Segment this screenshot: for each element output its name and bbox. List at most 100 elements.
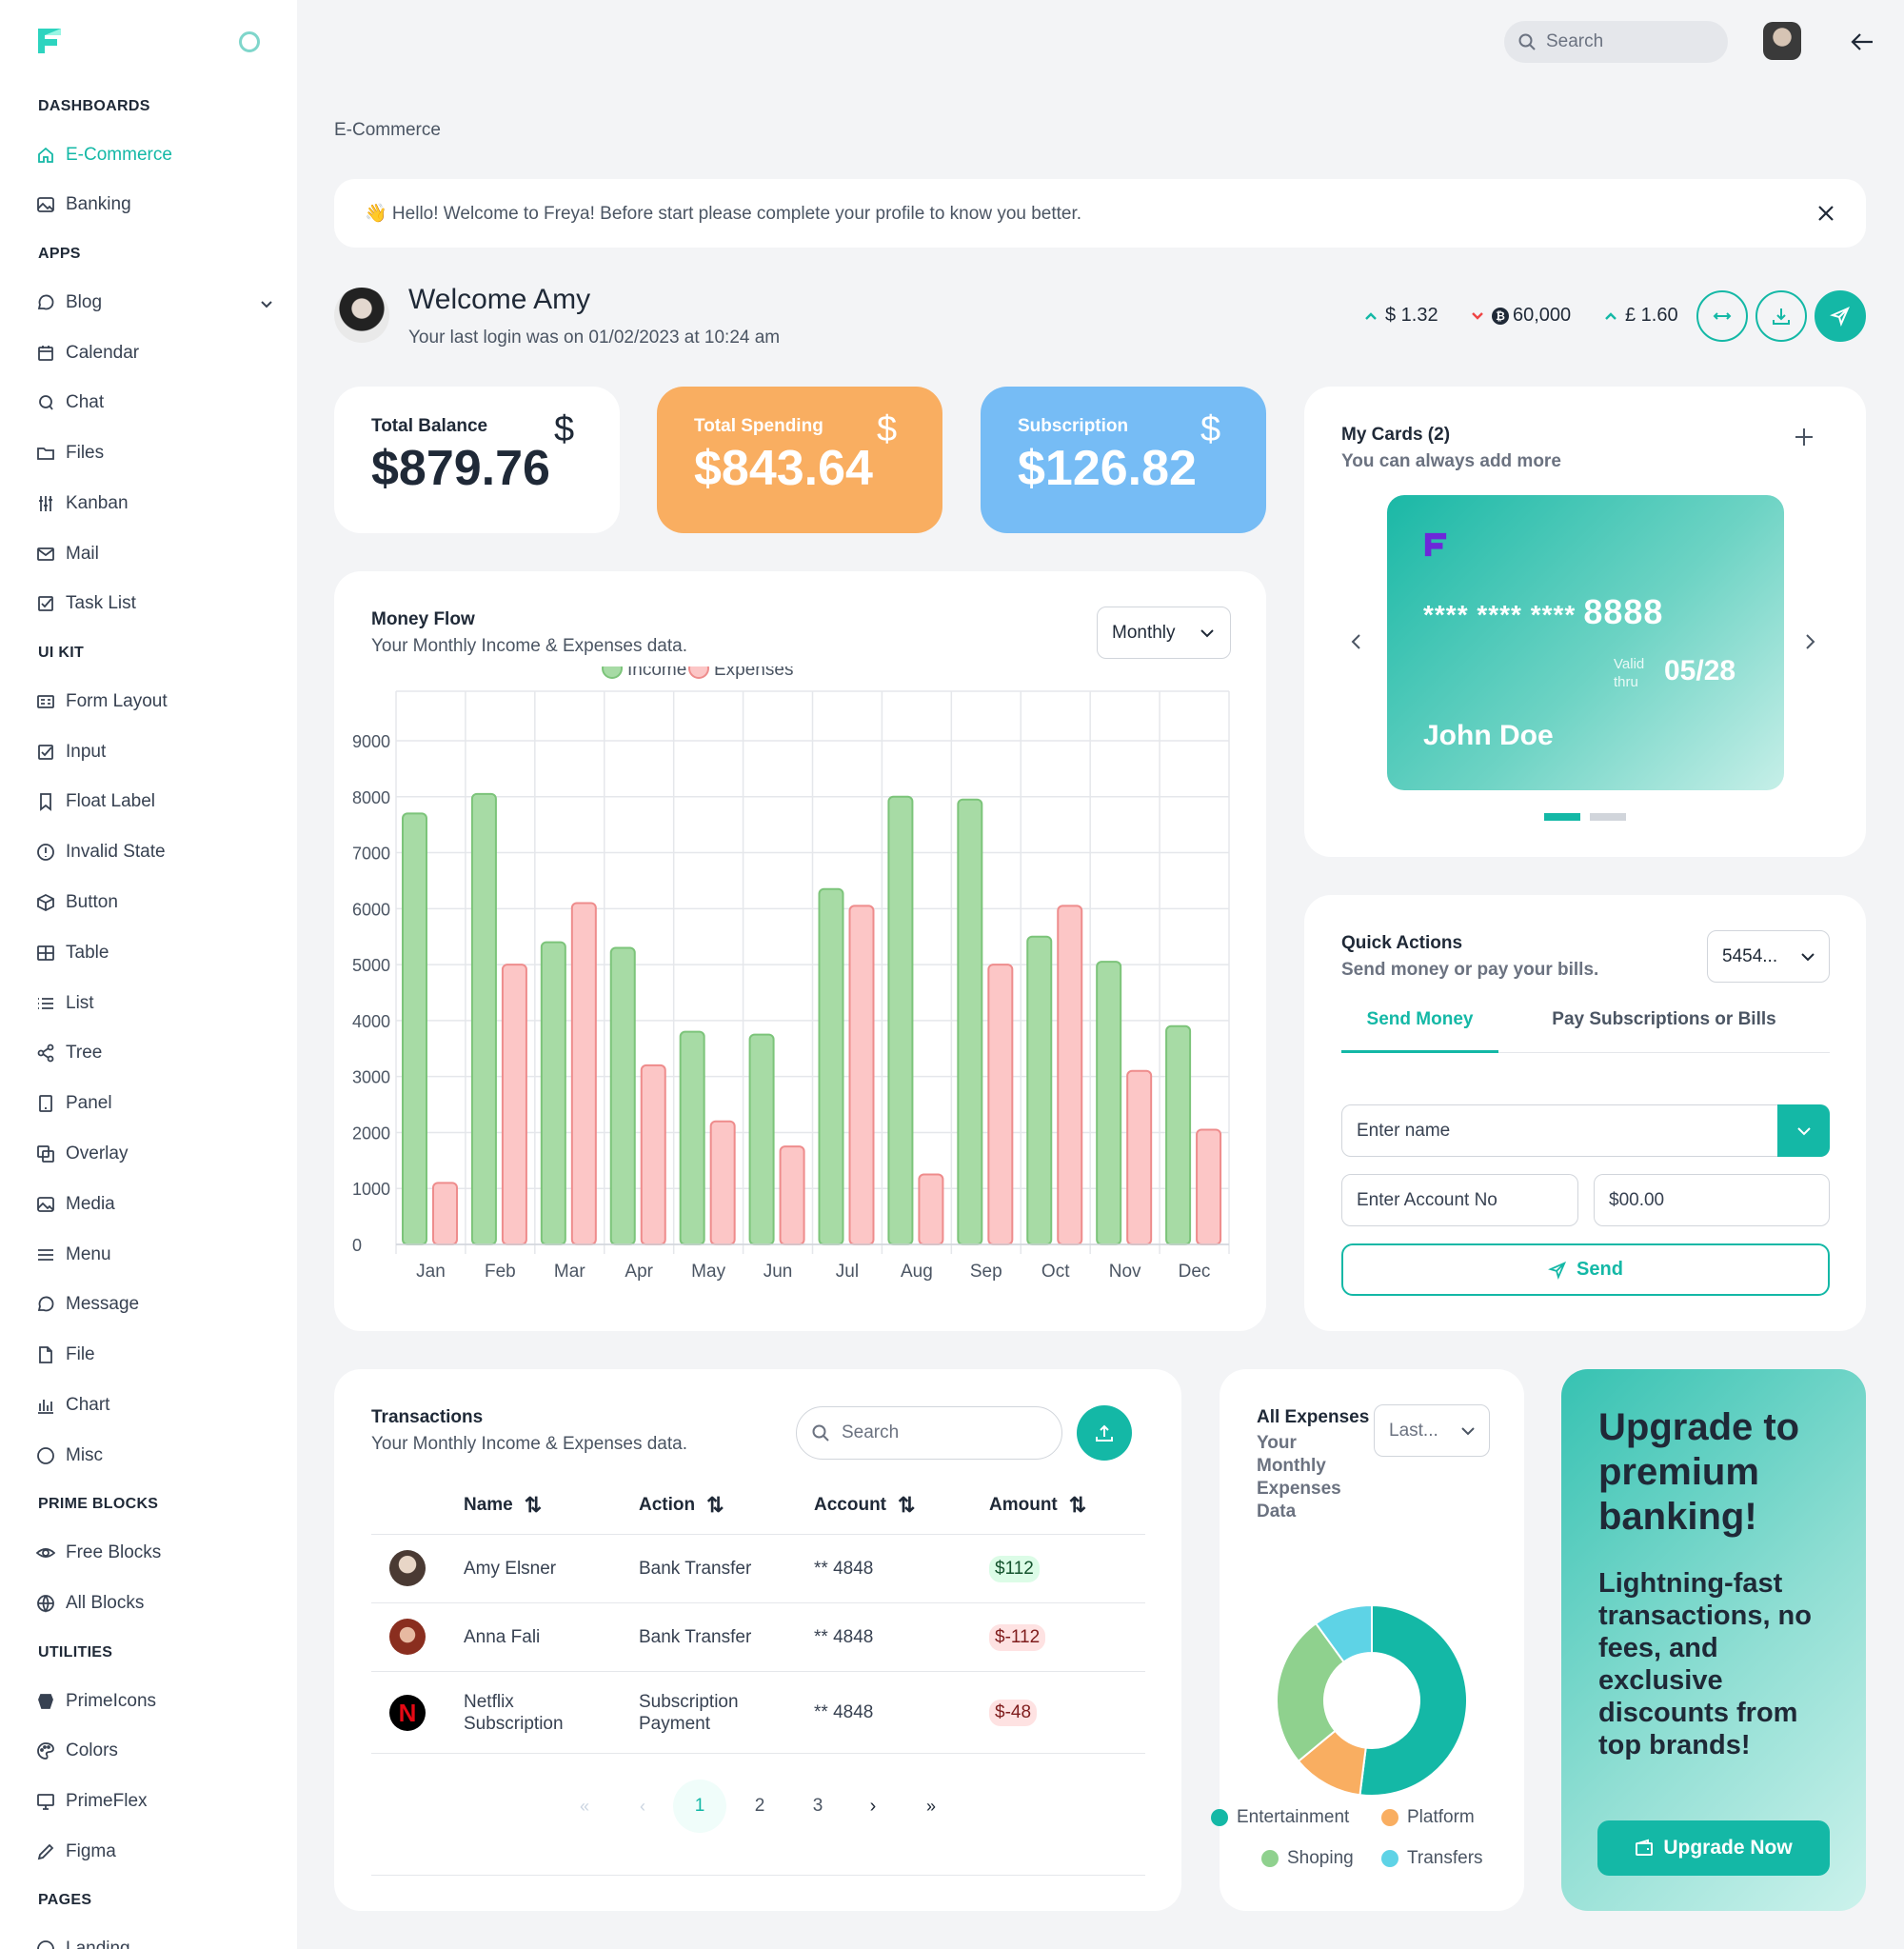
id-card-icon	[36, 692, 55, 711]
sidebar-item-label: Misc	[66, 1445, 104, 1465]
x-tick-label: May	[691, 1262, 725, 1282]
sidebar-item-figma[interactable]: Figma	[36, 1836, 274, 1868]
sidebar-item-ecommerce[interactable]: E-Commerce	[36, 139, 274, 171]
sidebar-item-file[interactable]: File	[36, 1339, 274, 1371]
card-expiry: 05/28	[1664, 655, 1736, 686]
breadcrumb[interactable]: E-Commerce	[334, 120, 441, 140]
column-account[interactable]: Account ⇅	[814, 1493, 916, 1517]
sidebar-item-allblocks[interactable]: All Blocks	[36, 1587, 274, 1620]
sidebar-item-freeblocks[interactable]: Free Blocks	[36, 1537, 274, 1569]
prev-page-icon[interactable]: ‹	[640, 1797, 645, 1816]
sidebar-item-invalidstate[interactable]: Invalid State	[36, 836, 274, 868]
chevron-right-icon[interactable]	[1802, 632, 1817, 651]
arrow-left-icon[interactable]	[1849, 29, 1875, 55]
dollar-icon: $	[554, 409, 575, 449]
export-button[interactable]	[1077, 1405, 1132, 1461]
send-button[interactable]: Send	[1341, 1243, 1830, 1296]
carousel-indicator-active[interactable]	[1544, 813, 1580, 821]
expenses-period-dropdown[interactable]: Last...	[1374, 1404, 1490, 1457]
sidebar-item-table[interactable]: Table	[36, 937, 274, 969]
sidebar-item-label: File	[66, 1344, 95, 1364]
sidebar-toggle-icon[interactable]	[239, 31, 260, 52]
table-row[interactable]: Amy Elsner Bank Transfer ** 4848 $112	[371, 1535, 1145, 1603]
freya-logo[interactable]	[36, 27, 63, 55]
sidebar-item-input[interactable]: Input	[36, 736, 274, 768]
sidebar-item-mail[interactable]: Mail	[36, 538, 274, 570]
send-quick-button[interactable]	[1815, 290, 1866, 342]
sidebar-item-misc[interactable]: Misc	[36, 1440, 274, 1472]
legend-dot	[1381, 1809, 1398, 1826]
close-icon[interactable]	[1816, 204, 1835, 223]
legend-dot	[1211, 1809, 1228, 1826]
chevron-left-icon[interactable]	[1349, 632, 1364, 651]
sidebar-item-panel[interactable]: Panel	[36, 1087, 274, 1120]
next-page-icon[interactable]: ›	[869, 1796, 877, 1817]
download-button[interactable]	[1755, 290, 1807, 342]
sidebar-item-landing[interactable]: Landing	[36, 1933, 274, 1949]
tab-pay-bills[interactable]: Pay Subscriptions or Bills	[1498, 1005, 1830, 1053]
sidebar-item-chat[interactable]: Chat	[36, 387, 274, 419]
search-box[interactable]: Search	[1504, 21, 1728, 63]
pagination: « ‹ 1 2 3 › »	[371, 1754, 1145, 1876]
period-dropdown[interactable]: Monthly	[1097, 607, 1231, 659]
sidebar-item-files[interactable]: Files	[36, 437, 274, 469]
sidebar-item-primeflex[interactable]: PrimeFlex	[36, 1785, 274, 1818]
credit-card[interactable]: **** **** **** 8888 Valid thru 05/28 Joh…	[1387, 495, 1784, 790]
upgrade-now-button[interactable]: Upgrade Now	[1597, 1820, 1830, 1876]
column-amount[interactable]: Amount ⇅	[989, 1493, 1087, 1517]
sidebar-item-list[interactable]: List	[36, 987, 274, 1020]
avatar[interactable]	[1763, 22, 1801, 60]
chevron-down-icon	[1796, 1126, 1811, 1135]
image-icon	[36, 1195, 55, 1214]
sidebar-item-button[interactable]: Button	[36, 886, 274, 919]
name-input[interactable]: Enter name	[1341, 1104, 1830, 1157]
avatar	[389, 1550, 426, 1586]
sidebar-item-primeicons[interactable]: PrimeIcons	[36, 1685, 274, 1718]
sidebar-item-floatlabel[interactable]: Float Label	[36, 786, 274, 818]
sidebar-item-message[interactable]: Message	[36, 1288, 274, 1321]
account-input[interactable]: Enter Account No	[1341, 1174, 1578, 1226]
amount-badge: $-48	[989, 1700, 1038, 1726]
search-input[interactable]: Search	[842, 1422, 900, 1442]
carousel-indicator[interactable]	[1590, 813, 1626, 821]
name-dropdown-button[interactable]	[1777, 1104, 1830, 1157]
sidebar-item-banking[interactable]: Banking	[36, 189, 274, 221]
page-2[interactable]: 2	[754, 1796, 765, 1816]
stat-total-balance: Total Balance $ $879.76	[334, 387, 620, 533]
first-page-icon[interactable]: «	[579, 1797, 589, 1816]
income-bar	[609, 946, 636, 1245]
transactions-search[interactable]: Search	[796, 1406, 1062, 1460]
sidebar-item-calendar[interactable]: Calendar	[36, 337, 274, 369]
amount-input[interactable]: $00.00	[1594, 1174, 1830, 1226]
tab-send-money[interactable]: Send Money	[1341, 1005, 1498, 1053]
account-dropdown[interactable]: 5454...	[1707, 930, 1830, 983]
y-tick-label: 6000	[352, 900, 390, 919]
sidebar-item-colors[interactable]: Colors	[36, 1735, 274, 1767]
sidebar-item-media[interactable]: Media	[36, 1188, 274, 1221]
sidebar-item-tree[interactable]: Tree	[36, 1037, 274, 1069]
exchange-button[interactable]	[1696, 290, 1748, 342]
check-square-icon	[36, 743, 55, 762]
sidebar-item-kanban[interactable]: Kanban	[36, 487, 274, 520]
table-row[interactable]: N Netflix Subscription Subscription Paymen…	[371, 1672, 1145, 1754]
file-icon	[36, 1345, 55, 1364]
search-input[interactable]: Search	[1546, 31, 1604, 51]
page-1[interactable]: 1	[673, 1780, 726, 1833]
column-action[interactable]: Action ⇅	[639, 1493, 724, 1517]
last-page-icon[interactable]: »	[925, 1797, 936, 1816]
table-row[interactable]: Anna Fali Bank Transfer ** 4848 $-112	[371, 1603, 1145, 1672]
plus-icon[interactable]	[1794, 427, 1815, 447]
sidebar-item-chart[interactable]: Chart	[36, 1389, 274, 1422]
sidebar-item-menu[interactable]: Menu	[36, 1239, 274, 1271]
chevron-down-icon[interactable]	[260, 297, 273, 310]
y-tick-label: 0	[352, 1236, 362, 1255]
sidebar-item-formlayout[interactable]: Form Layout	[36, 686, 274, 718]
sidebar-item-blog[interactable]: Blog	[36, 287, 274, 319]
eye-icon	[36, 1543, 55, 1562]
sidebar-item-tasklist[interactable]: Task List	[36, 587, 274, 620]
column-name[interactable]: Name ⇅	[464, 1493, 543, 1517]
page-3[interactable]: 3	[812, 1796, 823, 1816]
money-flow-chart: Income Expenses 9000 8000 7000 6000 5000 4000 30…	[352, 666, 1230, 1282]
sidebar-item-overlay[interactable]: Overlay	[36, 1138, 274, 1170]
y-tick-label: 7000	[352, 845, 390, 864]
